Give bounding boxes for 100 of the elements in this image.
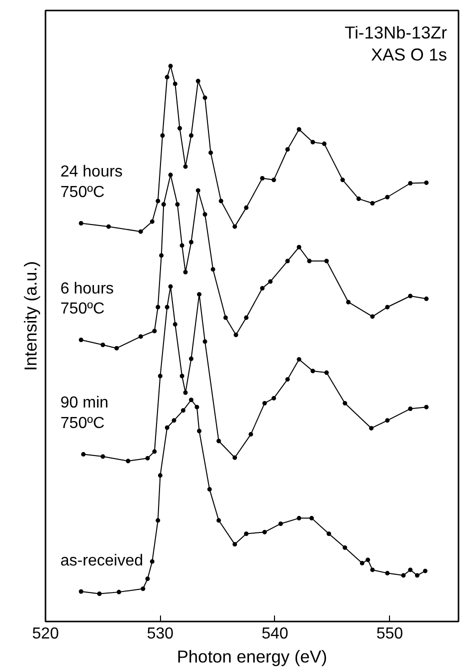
x-axis-title: Photon energy (eV): [176, 646, 328, 666]
point: [194, 404, 200, 410]
point: [164, 74, 170, 80]
point: [401, 573, 406, 578]
point: [208, 150, 213, 155]
point: [285, 377, 290, 382]
point: [152, 449, 157, 454]
x-tick-label: 550: [376, 626, 404, 642]
text: XAS O 1s: [370, 44, 448, 64]
point: [168, 64, 173, 68]
point: [268, 279, 273, 284]
point: [202, 212, 208, 217]
point: [262, 530, 267, 534]
point: [172, 322, 178, 327]
point: [424, 296, 429, 302]
point: [296, 357, 302, 362]
point: [366, 558, 370, 562]
point: [232, 224, 238, 229]
point: [296, 516, 302, 520]
point: [285, 258, 290, 264]
point: [196, 188, 200, 193]
point: [180, 374, 184, 378]
point: [196, 428, 202, 434]
point: [100, 454, 106, 459]
point: [97, 591, 102, 596]
point: [180, 408, 186, 413]
point: [158, 473, 162, 478]
point: [164, 425, 170, 430]
point: [188, 398, 194, 402]
point: [424, 180, 429, 185]
point: [156, 304, 160, 310]
point: [202, 95, 208, 100]
point: [150, 219, 154, 224]
point: [156, 518, 160, 523]
point: [159, 253, 164, 258]
point: [370, 200, 375, 206]
point: [342, 400, 348, 406]
point: [156, 198, 160, 204]
point: [114, 346, 119, 350]
point: [138, 229, 143, 234]
point: [356, 196, 361, 202]
point: [172, 418, 176, 423]
point: [285, 147, 290, 152]
point: [183, 270, 188, 274]
point: [385, 194, 390, 200]
point: [278, 521, 283, 526]
point: [326, 531, 332, 536]
point: [196, 78, 200, 84]
point: [223, 315, 228, 320]
point: [232, 542, 238, 547]
point: [309, 516, 314, 520]
point: [370, 314, 375, 319]
point: [78, 338, 84, 342]
point: [158, 374, 162, 378]
point: [183, 164, 188, 169]
point: [218, 198, 224, 204]
point: [346, 300, 351, 304]
point: [145, 576, 150, 581]
series-label: 90 min 750ºC: [60, 394, 108, 432]
point: [202, 339, 208, 344]
point: [188, 240, 194, 244]
point: [216, 518, 221, 523]
point: [168, 284, 173, 289]
point: [140, 586, 146, 591]
x-tick-label: 540: [262, 626, 288, 642]
point: [360, 560, 364, 566]
x-tick-label: 520: [32, 626, 59, 642]
series-label: 6 hours 750ºC: [60, 280, 114, 318]
point: [106, 224, 111, 229]
point: [272, 178, 276, 182]
point: [216, 438, 221, 444]
point: [310, 140, 316, 144]
point: [322, 142, 327, 146]
point: [307, 258, 312, 264]
y-axis-title: Intensity (a.u.): [20, 261, 40, 371]
point: [160, 133, 165, 138]
point: [145, 456, 150, 460]
point: [207, 487, 212, 492]
point: [175, 202, 180, 207]
x-tick-label: 530: [146, 626, 174, 642]
point: [78, 589, 84, 594]
series-label: as-received: [60, 552, 144, 570]
point: [424, 404, 429, 410]
point: [408, 181, 413, 186]
point: [342, 545, 348, 550]
point: [370, 568, 375, 572]
point: [324, 370, 329, 375]
point: [414, 573, 420, 578]
point: [234, 332, 238, 338]
point: [183, 390, 188, 395]
point: [244, 315, 249, 320]
point: [244, 205, 249, 210]
point: [385, 418, 390, 423]
point: [244, 531, 249, 536]
point: [385, 570, 390, 576]
point: [260, 176, 265, 180]
point: [260, 286, 265, 290]
point: [168, 172, 173, 178]
point: [81, 452, 86, 457]
point: [177, 126, 182, 131]
